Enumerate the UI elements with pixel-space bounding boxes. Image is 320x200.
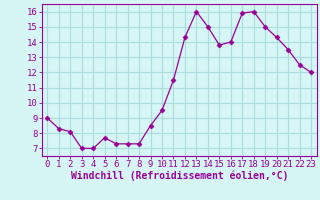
X-axis label: Windchill (Refroidissement éolien,°C): Windchill (Refroidissement éolien,°C)	[70, 171, 288, 181]
